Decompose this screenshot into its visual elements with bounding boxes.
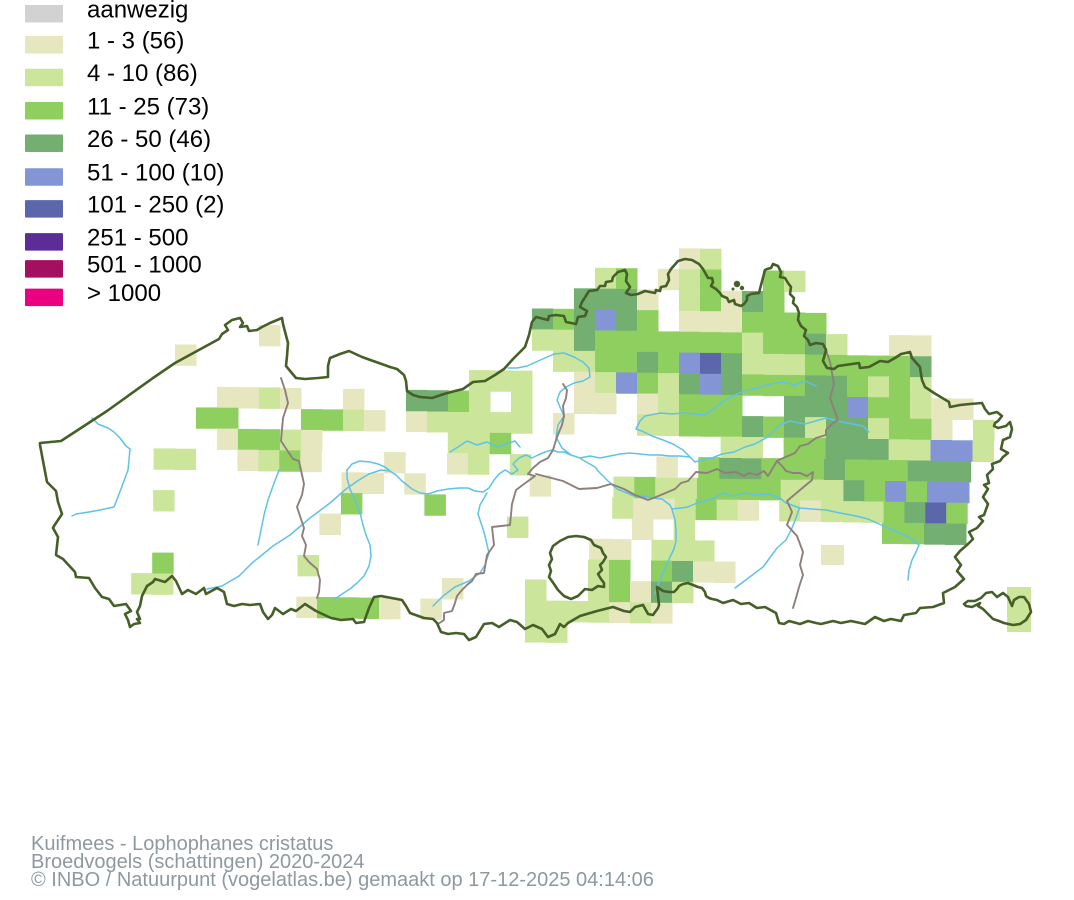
svg-text:51 - 100 (10): 51 - 100 (10) xyxy=(87,160,224,187)
svg-text:11 - 25 (73): 11 - 25 (73) xyxy=(87,93,209,120)
svg-text:aanwezig: aanwezig xyxy=(87,0,188,23)
svg-text:101 - 250 (2): 101 - 250 (2) xyxy=(87,192,224,219)
svg-text:26 - 50 (46): 26 - 50 (46) xyxy=(87,126,211,153)
svg-text:1 - 3 (56): 1 - 3 (56) xyxy=(87,27,184,54)
svg-text:501 - 1000: 501 - 1000 xyxy=(87,252,202,279)
svg-text:> 1000: > 1000 xyxy=(87,280,161,307)
svg-text:Broedvogels (schattingen) 2020: Broedvogels (schattingen) 2020-2024 xyxy=(31,851,365,873)
svg-text:© INBO / Natuurpunt (vogelatla: © INBO / Natuurpunt (vogelatlas.be) gema… xyxy=(31,869,654,891)
svg-text:4 - 10 (86): 4 - 10 (86) xyxy=(87,60,198,87)
svg-text:Kuifmees - Lophophanes cristat: Kuifmees - Lophophanes cristatus xyxy=(31,833,333,855)
svg-text:251 - 500: 251 - 500 xyxy=(87,225,188,252)
